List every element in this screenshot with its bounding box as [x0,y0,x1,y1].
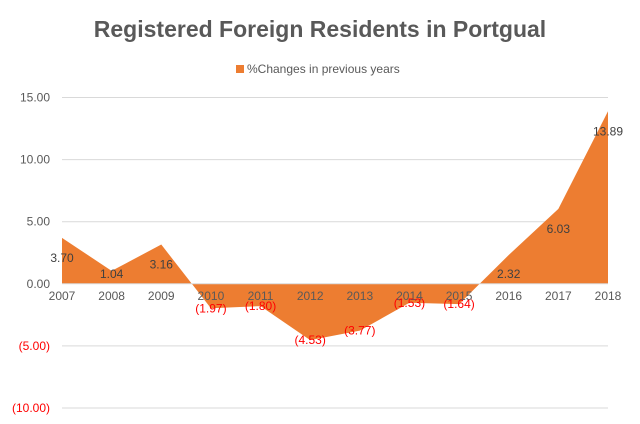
x-tick-label: 2010 [198,289,225,303]
x-tick-label: 2013 [346,289,373,303]
y-tick-label: 15.00 [20,91,50,105]
y-tick-label: 10.00 [20,153,50,167]
x-tick-label: 2007 [49,289,76,303]
data-label: (3.77) [344,324,375,338]
data-label: 3.16 [150,258,174,272]
y-tick-label: (5.00) [19,339,50,353]
x-tick-label: 2016 [495,289,522,303]
data-label: (1.64) [443,297,474,311]
x-tick-label: 2008 [98,289,125,303]
data-label: 13.89 [593,124,623,138]
data-label: (1.53) [394,296,425,310]
x-tick-label: 2017 [545,289,572,303]
data-labels: 3.70 1.04 3.16 (1.97) (1.80) (4.53) (3.77) (1.5… [50,124,623,347]
x-tick-label: 2018 [595,289,622,303]
data-label: (1.80) [245,299,276,313]
legend-swatch [236,65,244,73]
y-tick-label: 0.00 [27,277,51,291]
chart-title: Registered Foreign Residents in Portgual [94,16,546,42]
x-tick-label: 2015 [446,289,473,303]
data-label: 3.70 [50,251,74,265]
y-tick-label: 5.00 [27,215,51,229]
data-label: 6.03 [547,222,571,236]
x-tick-label: 2011 [248,289,274,303]
x-tick-label: 2012 [297,289,324,303]
x-tick-label: 2009 [148,289,175,303]
area-series [62,111,608,341]
area-fill [62,111,608,341]
gridlines [62,97,608,409]
legend-label: %Changes in previous years [247,62,400,76]
data-label: 1.04 [100,267,124,281]
legend: %Changes in previous years [236,62,400,76]
data-label: (1.97) [195,301,226,315]
data-label: (4.53) [295,333,326,347]
data-label: 2.32 [497,267,521,281]
axes: 15.00 10.00 5.00 0.00 (5.00) (10.00) 2007 2008 2… [12,91,622,416]
x-tick-label: 2014 [396,289,423,303]
y-tick-label: (10.00) [12,401,50,415]
